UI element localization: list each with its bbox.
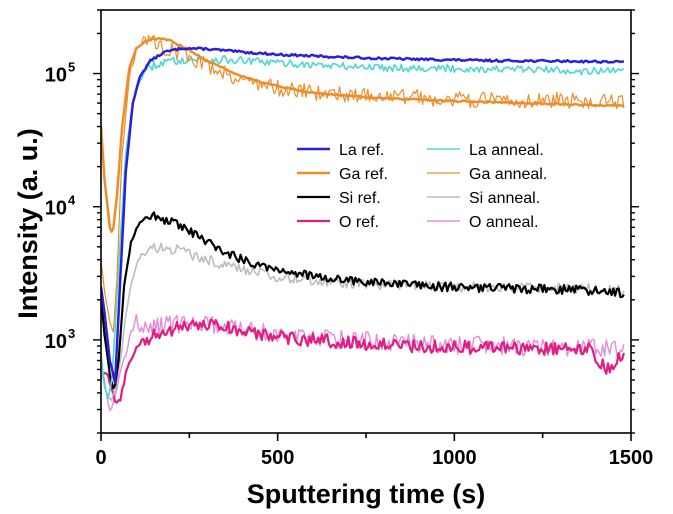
plot-area <box>101 34 625 411</box>
series-line-si-anneal <box>101 242 625 401</box>
x-axis-title: Sputtering time (s) <box>247 479 486 509</box>
legend-label: La ref. <box>339 142 384 159</box>
legend-label: Ga ref. <box>339 166 388 183</box>
x-tick-label: 1000 <box>432 447 477 469</box>
legend-label: Ga anneal. <box>469 166 547 183</box>
legend-label: Si anneal. <box>469 190 540 207</box>
y-tick-label: 10 <box>45 331 67 353</box>
y-tick-label: 10 <box>45 198 67 220</box>
y-tick-exponent: 4 <box>68 193 76 208</box>
legend-label: La anneal. <box>469 142 544 159</box>
legend: La ref. Ga ref. Si ref. O ref. La anneal. Ga … <box>297 142 547 231</box>
x-tick-label: 1500 <box>609 447 654 469</box>
y-tick-exponent: 3 <box>68 326 75 341</box>
legend-label: O ref. <box>339 214 379 231</box>
series-line-o-anneal <box>101 313 625 411</box>
legend-label: O anneal. <box>469 214 538 231</box>
y-axis-title: Intensity (a. u.) <box>13 128 43 319</box>
y-tick-exponent: 5 <box>68 60 75 75</box>
series-line-si-ref <box>101 211 625 390</box>
x-tick-label: 0 <box>95 447 106 469</box>
legend-label: Si ref. <box>339 190 381 207</box>
series-line-la-ref <box>101 46 624 384</box>
series-line-o-ref <box>101 318 625 404</box>
x-axis: 0 500 1000 1500 <box>95 433 653 469</box>
y-tick-label: 10 <box>45 65 67 87</box>
x-tick-label: 500 <box>261 447 294 469</box>
